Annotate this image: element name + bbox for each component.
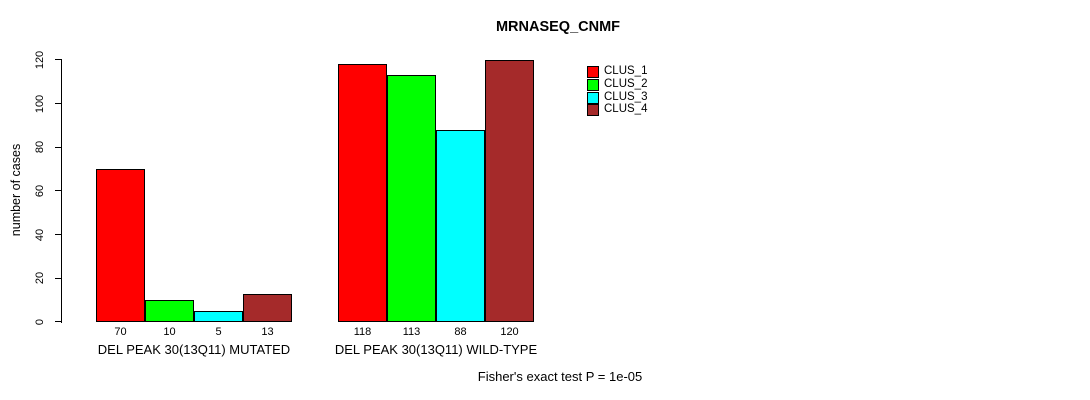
fisher-test-note: Fisher's exact test P = 1e-05	[477, 369, 643, 384]
y-tick-mark	[55, 102, 62, 104]
y-tick-mark	[55, 321, 62, 323]
legend-swatch-clus_4	[587, 104, 599, 117]
legend-label-clus_3: CLUS_3	[604, 90, 648, 103]
legend-label-clus_1: CLUS_1	[604, 65, 648, 77]
bar-value-label: 120	[500, 326, 519, 338]
bar-clus_4-group2	[485, 60, 534, 322]
bar-clus_1-group2	[338, 64, 387, 322]
group-label: DEL PEAK 30(13Q11) MUTATED	[97, 342, 291, 357]
legend-swatch-clus_3	[587, 91, 599, 104]
chart-title: MRNASEQ_CNMF	[495, 19, 621, 35]
bar-clus_4-group1	[243, 293, 292, 322]
legend-label-clus_4: CLUS_4	[604, 103, 648, 116]
y-tick-mark	[55, 233, 62, 235]
y-axis-label: number of cases	[9, 143, 23, 237]
y-tick-label: 60	[34, 184, 46, 198]
bar-value-label: 5	[215, 326, 222, 338]
bar-value-label: 10	[163, 326, 176, 338]
bar-value-label: 118	[353, 326, 372, 338]
group-label: DEL PEAK 30(13Q11) WILD-TYPE	[334, 342, 538, 357]
y-tick-label: 80	[34, 141, 46, 154]
y-tick-label: 40	[34, 228, 46, 241]
bar-value-label: 88	[454, 326, 467, 338]
y-tick-mark	[55, 190, 62, 192]
y-tick-mark	[55, 277, 62, 279]
legend-swatch-clus_1	[587, 66, 599, 78]
bar-value-label: 70	[114, 326, 127, 338]
y-tick-label: 0	[34, 318, 46, 326]
bar-value-label: 13	[261, 326, 274, 338]
y-tick-mark	[55, 146, 62, 148]
bar-value-label: 113	[402, 326, 421, 338]
y-tick-mark	[55, 59, 62, 61]
legend-swatch-clus_2	[587, 78, 599, 91]
bar-clus_3-group2	[436, 129, 485, 322]
bar-clus_1-group1	[96, 169, 145, 322]
y-tick-label: 100	[34, 94, 46, 113]
y-tick-label: 120	[34, 50, 46, 70]
bar-clus_3-group1	[194, 311, 243, 322]
y-tick-label: 20	[34, 272, 46, 285]
bar-clus_2-group1	[145, 300, 194, 322]
legend-label-clus_2: CLUS_2	[604, 77, 648, 90]
bar-clus_2-group2	[387, 75, 436, 322]
